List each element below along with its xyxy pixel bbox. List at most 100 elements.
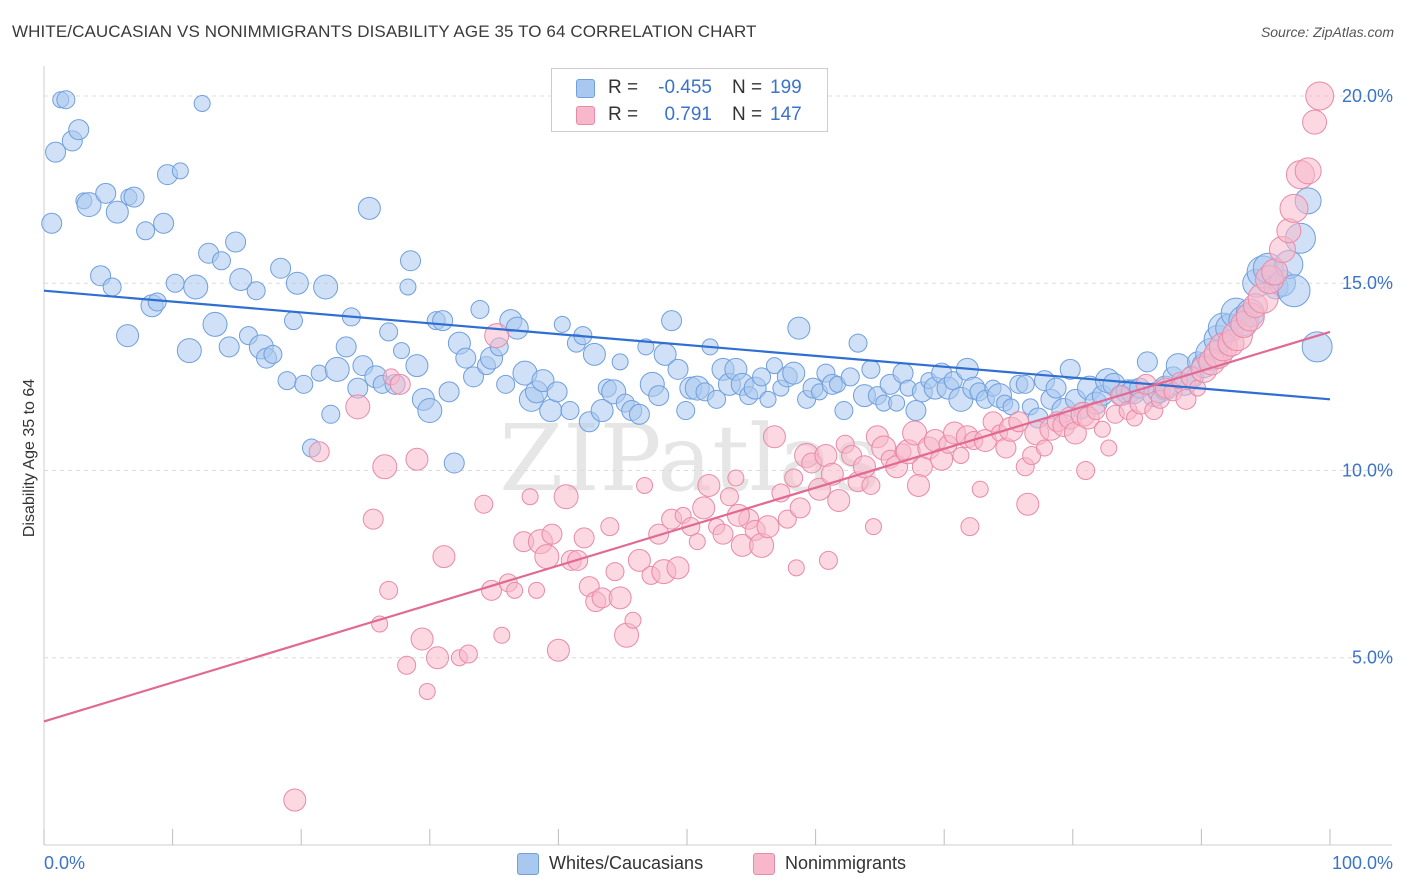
nonimmigrants-legend-swatch (753, 853, 775, 875)
nonimmigrants-point (1305, 81, 1335, 111)
y-tick-label: 10.0% (1342, 460, 1393, 480)
whites-point (399, 278, 417, 296)
nonimmigrants-point (681, 517, 701, 537)
nonimmigrants-point (789, 497, 811, 519)
whites-point (105, 200, 129, 224)
whites-point (95, 182, 117, 204)
whites-point (379, 322, 399, 342)
nonimmigrants-point (405, 447, 429, 471)
whites-point (202, 311, 228, 337)
nonimmigrants-point (762, 425, 786, 449)
nonimmigrants-point (960, 517, 980, 537)
nonimmigrants-point (1279, 193, 1309, 223)
whites-point (171, 162, 189, 180)
whites-point (211, 251, 231, 271)
whites-point (861, 359, 881, 379)
whites-point (225, 231, 247, 253)
whites-point (1301, 331, 1333, 363)
y-tick-label: 5.0% (1352, 648, 1393, 668)
whites-point (136, 221, 156, 241)
whites-point (1059, 358, 1081, 380)
nonimmigrants-point (1175, 388, 1197, 410)
x-tick-label: 100.0% (1332, 853, 1393, 873)
nonimmigrants-point (506, 581, 524, 599)
whites-point (834, 401, 854, 421)
nonimmigrants-point (688, 533, 706, 551)
nonimmigrants-point (952, 447, 970, 464)
whites-point (153, 212, 175, 234)
whites-point (752, 367, 772, 387)
nonimmigrants-point (372, 454, 398, 480)
tick-labels: 5.0% 10.0% 15.0% 20.0% 0.0% 100.0% (44, 86, 1393, 873)
x-tick-label: 0.0% (44, 853, 85, 873)
nonimmigrants-point (605, 562, 625, 582)
nonimmigrants-point (864, 518, 882, 536)
whites-point (676, 401, 696, 421)
nonimmigrants-point (534, 544, 560, 570)
whites-point (667, 358, 689, 380)
whites-point (270, 257, 292, 279)
whites-point (888, 394, 906, 412)
whites-point (765, 357, 783, 375)
whites-point (45, 141, 67, 163)
nonimmigrants-point (541, 523, 563, 545)
whites-point (546, 381, 568, 403)
whites-point (582, 342, 606, 366)
whites-point (782, 361, 806, 385)
nonimmigrants-point (1086, 401, 1106, 421)
whites-point (443, 452, 465, 474)
whites-point (41, 212, 63, 234)
nonimmigrants-point (308, 441, 330, 463)
whites-point (335, 336, 357, 358)
whites-point (393, 342, 411, 360)
legend-label-whites: Whites/Caucasians (549, 853, 704, 873)
nonimmigrants-point (719, 487, 739, 507)
whites-point (505, 316, 529, 340)
whites-point (848, 333, 868, 353)
nonimmigrants-point (1076, 460, 1096, 480)
whites-point (787, 316, 811, 340)
whites-point (611, 353, 629, 371)
r-label: R = (608, 104, 639, 125)
nonimmigrants-point (1294, 157, 1322, 185)
whites-point (68, 119, 90, 141)
y-axis-label: Disability Age 35 to 64 (21, 379, 38, 537)
nonimmigrants-point (528, 581, 546, 599)
whites-point (648, 385, 670, 407)
whites-point (438, 381, 460, 403)
whites-point (176, 338, 202, 364)
whites-trend-line (43, 289, 1331, 401)
nonimmigrants-point (1100, 439, 1118, 457)
nonimmigrants-point (389, 373, 411, 395)
whites-point (405, 354, 429, 378)
nonimmigrants-point (600, 517, 620, 537)
nonimmigrants-point (410, 627, 434, 651)
whites-legend-swatch (517, 853, 539, 875)
nonimmigrants-point (911, 456, 933, 478)
nonimmigrants-point (458, 644, 478, 664)
nonimmigrants-point (820, 462, 844, 486)
whites-point (102, 277, 122, 297)
nonimmigrants-point (283, 788, 307, 812)
whites-point (310, 364, 328, 382)
n-value: 147 (770, 104, 802, 125)
whites-point (661, 310, 683, 332)
whites-point (496, 374, 516, 394)
whites-point (1045, 377, 1067, 399)
whites-point (432, 310, 454, 332)
r-label: R = (608, 77, 639, 98)
whites-point (116, 324, 140, 348)
legend-label-nonimmigrants: Nonimmigrants (785, 853, 907, 873)
nonimmigrants-point (546, 638, 570, 662)
nonimmigrants-point (827, 488, 851, 512)
nonimmigrants-point (474, 494, 494, 514)
nonimmigrants-point (692, 496, 716, 520)
whites-point (285, 271, 309, 295)
whites-point (628, 403, 650, 425)
whites-point (560, 401, 580, 421)
series-nonimmigrants-points (283, 81, 1335, 812)
r-value: -0.455 (658, 77, 712, 98)
y-tick-label: 20.0% (1342, 86, 1393, 106)
nonimmigrants-point (397, 655, 417, 675)
